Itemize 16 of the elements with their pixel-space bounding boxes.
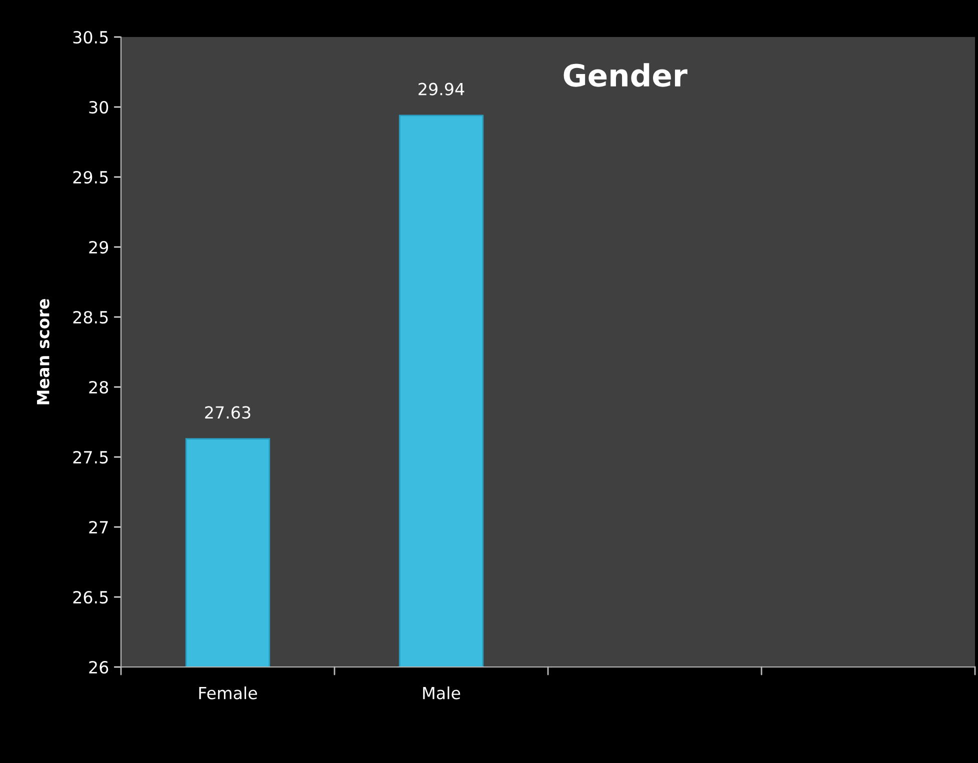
y-tick-label: 30.5 bbox=[73, 30, 108, 44]
y-tick-label: 28.5 bbox=[73, 310, 108, 324]
text: Gender bbox=[564, 63, 688, 87]
y-tick-label: 27 bbox=[89, 520, 108, 534]
y-tick-label: 27.5 bbox=[73, 450, 108, 464]
y-tick-label: 29 bbox=[89, 240, 108, 254]
data-label: 29.94 bbox=[418, 82, 464, 96]
data-label: 27.63 bbox=[205, 406, 250, 419]
y-axis-title: Mean score bbox=[37, 299, 50, 404]
y-tick-label: 28 bbox=[89, 380, 108, 394]
y-tick-label: 26.5 bbox=[73, 590, 108, 604]
y-tick-label: 30 bbox=[89, 100, 108, 114]
x-tick-label: Female bbox=[199, 686, 257, 700]
x-tick-label: Male bbox=[423, 686, 460, 700]
y-tick-label: 29.5 bbox=[73, 170, 108, 184]
y-tick-label: 26 bbox=[89, 660, 108, 674]
